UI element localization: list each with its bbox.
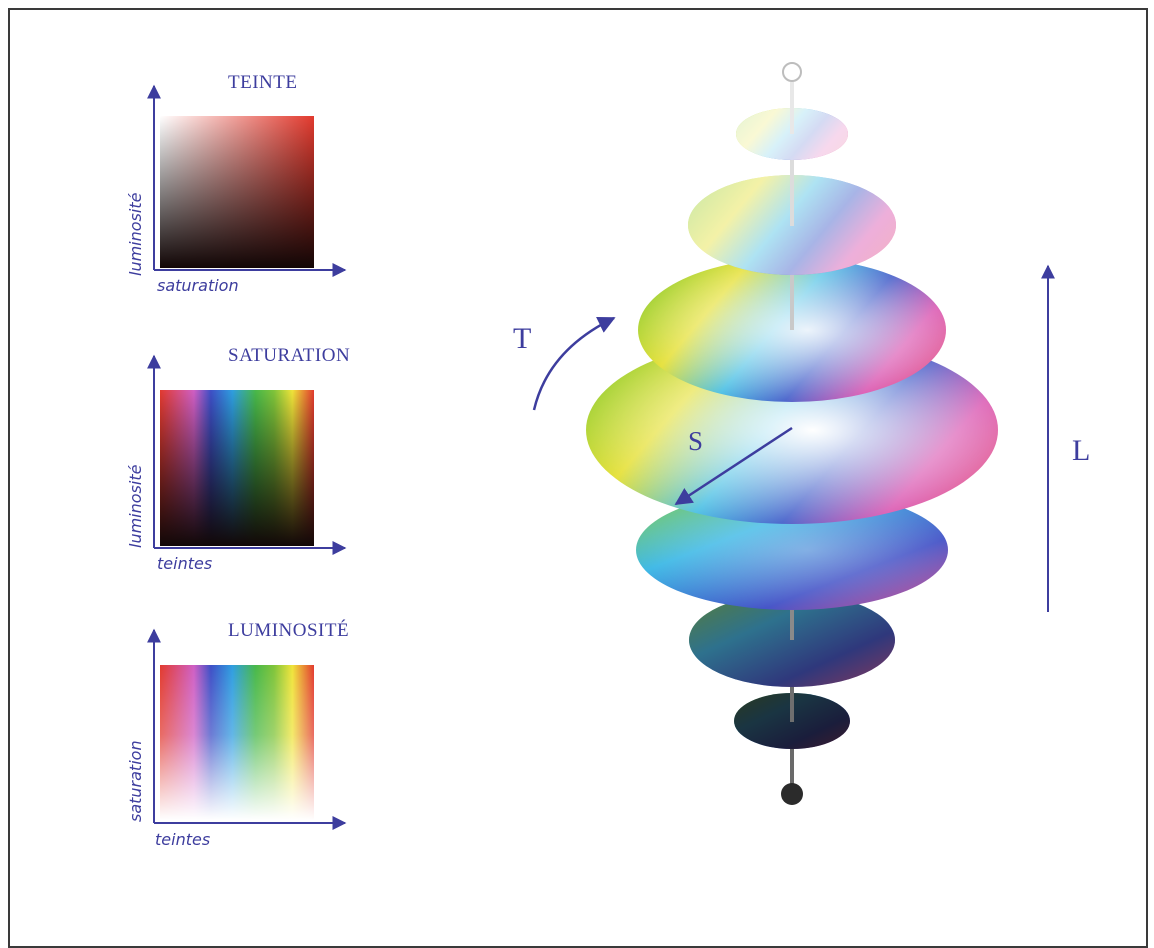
panel-teinte (147, 84, 347, 277)
axis-label-teintes: teintes (157, 554, 213, 573)
white-pole (782, 62, 802, 82)
panel-luminosite (147, 628, 347, 830)
axis-label-saturation: saturation (157, 276, 239, 295)
hsl-solid (586, 62, 998, 805)
axis-label-luminosite: luminosité (126, 464, 145, 548)
hue-arrow (532, 316, 616, 411)
black-pole (781, 783, 803, 805)
saturation-arrow (674, 426, 793, 506)
axis-label-luminosite: luminosité (126, 192, 145, 276)
panel-title-teinte: TEINTE (228, 72, 298, 93)
hue-label: T (513, 322, 532, 355)
disk-5 (636, 490, 948, 610)
axis-label-saturation: saturation (126, 740, 145, 822)
panel-title-saturation: SATURATION (228, 345, 351, 366)
axis-label-teintes: teintes (155, 830, 211, 849)
saturation-label: S (688, 426, 704, 456)
panel-title-luminosite: LUMINOSITÉ (228, 620, 350, 641)
panel-saturation (147, 354, 347, 555)
lightness-label: L (1072, 434, 1091, 467)
